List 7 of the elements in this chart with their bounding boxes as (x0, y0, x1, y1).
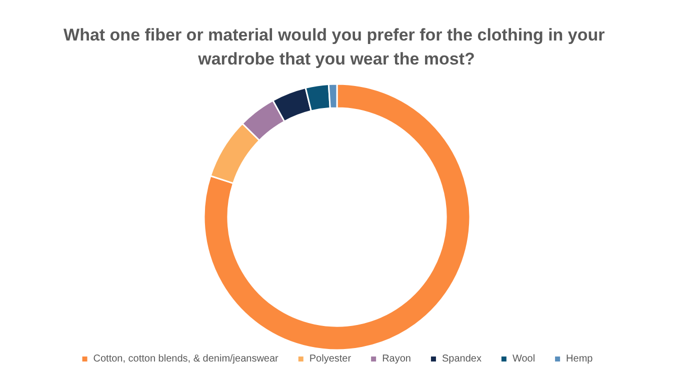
legend-label: Polyester (309, 354, 352, 364)
legend-label: Rayon (382, 354, 411, 364)
legend-label: Spandex (442, 354, 482, 364)
legend-label: Hemp (566, 354, 594, 364)
legend-label: Cotton, cotton blends, & denim/jeanswear (93, 354, 280, 364)
chart-title: What one fiber or material would you prefer for the clothing in your wardrobe that you wear the most? (64, 26, 610, 68)
legend-label: Wool (512, 354, 536, 364)
